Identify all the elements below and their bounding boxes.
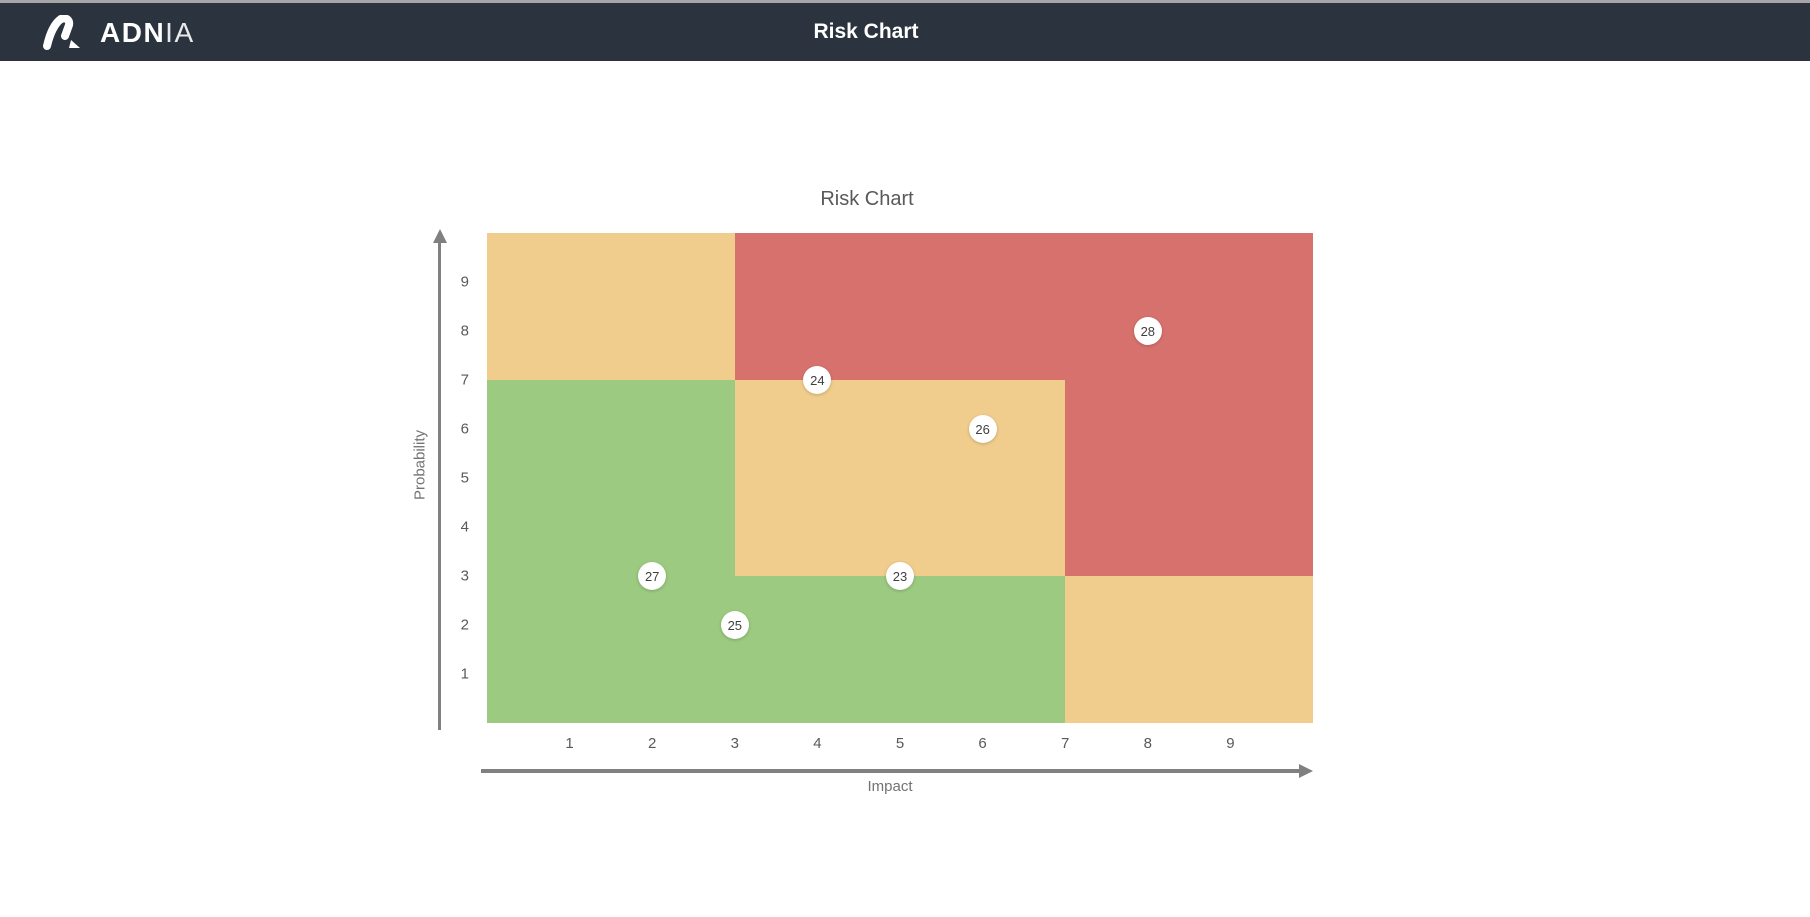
risk-zone-medium-top-left — [487, 233, 735, 380]
data-point-26: 26 — [968, 415, 997, 443]
risk-zone-high-risk-right — [1065, 380, 1313, 576]
x-tick-label-7: 7 — [1061, 735, 1070, 752]
y-tick-label-1: 1 — [460, 665, 469, 683]
data-point-24: 24 — [803, 366, 832, 394]
risk-zone-medium-middle — [734, 380, 1066, 576]
x-tick-label-3: 3 — [730, 735, 739, 752]
y-tick-label-3: 3 — [460, 567, 469, 585]
x-tick-label-8: 8 — [1143, 735, 1152, 752]
risk-zone-high-risk-top — [734, 233, 1313, 380]
x-tick-label-5: 5 — [895, 735, 905, 752]
chart-title: Risk Chart — [820, 188, 914, 210]
x-axis-ticks: 1 2 3 4 5 6 7 8 9 — [487, 735, 1313, 755]
y-axis-label: Probability — [411, 429, 429, 501]
y-axis-ticks: 1 2 3 4 5 6 7 8 9 — [430, 233, 475, 723]
x-tick-label-2: 2 — [648, 735, 657, 752]
adnia-logo: ADN IA — [40, 14, 195, 52]
y-tick-label-7: 7 — [460, 371, 469, 389]
x-axis-label: Impact — [867, 778, 913, 795]
x-tick-label-4: 4 — [813, 735, 822, 752]
y-tick-label-2: 2 — [460, 616, 469, 634]
y-axis-arrow-icon — [432, 229, 447, 243]
y-axis-line — [438, 242, 441, 730]
risk-zone-low-risk-bottom — [734, 576, 1066, 723]
header-bar: ADN IA Risk Chart — [0, 3, 1810, 61]
y-tick-label-8: 8 — [460, 322, 469, 340]
adnia-logo-icon — [43, 15, 80, 50]
y-tick-label-5: 5 — [460, 469, 469, 487]
top-strip — [0, 0, 1810, 3]
header-title: Risk Chart — [813, 20, 919, 43]
brand-text-light: IA — [165, 17, 195, 48]
data-point-28: 28 — [1133, 317, 1162, 345]
data-point-25: 25 — [720, 611, 749, 639]
brand-text: ADN IA — [100, 15, 195, 51]
risk-zone-medium-bottom-right — [1065, 576, 1313, 723]
data-point-23: 23 — [886, 562, 914, 590]
x-tick-label-1: 1 — [565, 735, 574, 752]
y-tick-label-6: 6 — [460, 420, 469, 438]
risk-zone-low-risk-left — [487, 380, 735, 723]
x-tick-label-6: 6 — [978, 735, 987, 752]
x-tick-label-9: 9 — [1226, 735, 1235, 752]
y-tick-label-9: 9 — [460, 273, 469, 291]
x-axis-line — [481, 769, 1300, 773]
plot-area: 23 24 25 26 27 28 — [487, 233, 1313, 723]
brand-text-bold: ADN — [100, 17, 166, 48]
y-tick-label-4: 4 — [460, 518, 469, 536]
x-axis-arrow-icon — [1299, 764, 1313, 778]
data-point-27: 27 — [638, 562, 667, 590]
